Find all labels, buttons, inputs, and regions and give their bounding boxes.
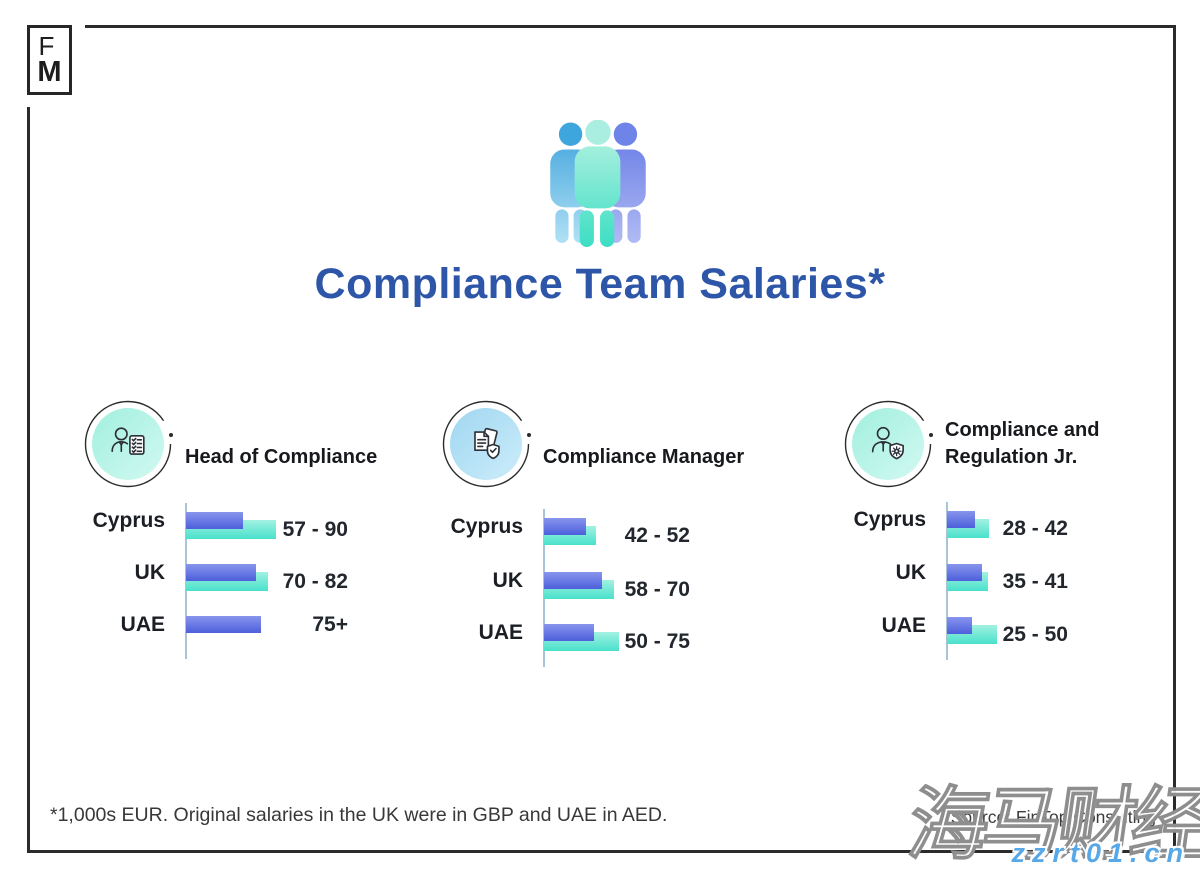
group-title: Compliance and Regulation Jr. — [945, 417, 1099, 471]
country-label: UAE — [120, 613, 165, 636]
salary-range-label: 25 - 50 — [1002, 623, 1068, 646]
bar-range-low — [947, 511, 975, 528]
country-label: UK — [492, 569, 523, 592]
badge-arc-icon — [84, 400, 173, 488]
salary-range-label: 28 - 42 — [1002, 517, 1068, 540]
country-label: Cyprus — [450, 515, 523, 538]
salary-range-label: 75+ — [312, 613, 348, 636]
country-label: UK — [895, 561, 926, 584]
group-title-line: Head of Compliance — [185, 446, 378, 468]
frame-bottom — [27, 850, 1176, 853]
group-title: Compliance Manager — [543, 444, 744, 471]
watermark-site: zzrt01.cn — [1011, 838, 1190, 868]
bar-range-low — [186, 564, 256, 581]
bar-range-low — [544, 624, 594, 641]
group-title-line: Compliance Manager — [543, 446, 745, 468]
logo-letter-f: F — [38, 30, 55, 61]
role-badge — [852, 408, 924, 480]
badge-arc-icon — [442, 400, 531, 488]
documents-shield-icon — [474, 427, 500, 460]
country-label: UAE — [881, 614, 926, 637]
salary-range-label: 57 - 90 — [282, 518, 348, 541]
salary-range-label: 50 - 75 — [624, 630, 690, 653]
source-credit: Source: FinTop Consulting — [950, 807, 1156, 827]
bar-range-low — [947, 564, 982, 581]
logo-letter-m: M — [37, 55, 62, 88]
group-title-line: Compliance and — [945, 419, 1100, 441]
group-title: Head of Compliance — [185, 444, 377, 471]
salary-range-label: 42 - 52 — [624, 524, 690, 547]
bar-range-low — [947, 617, 972, 634]
frame-right — [1173, 25, 1176, 853]
salary-range-label: 70 - 82 — [282, 570, 348, 593]
badge-arc-icon — [844, 400, 933, 488]
group-title-line: Regulation Jr. — [945, 446, 1078, 468]
salary-range-label: 58 - 70 — [624, 578, 690, 601]
country-label: UK — [134, 561, 165, 584]
frame-top — [85, 25, 1176, 28]
country-label: UAE — [478, 621, 523, 644]
salary-range-label: 35 - 41 — [1002, 570, 1068, 593]
fm-logo: F M — [27, 25, 72, 95]
person-shield-gear-icon — [871, 426, 904, 460]
country-label: Cyprus — [92, 509, 165, 532]
bar-range-low — [544, 518, 586, 535]
footnote: *1,000s EUR. Original salaries in the UK… — [50, 804, 668, 826]
country-label: Cyprus — [853, 508, 926, 531]
bar-range-low — [186, 616, 261, 633]
bar-range-low — [186, 512, 243, 529]
three-people-icon — [550, 120, 646, 247]
bar-range-low — [544, 572, 602, 589]
frame-left — [27, 107, 30, 850]
page-title: Compliance Team Salaries* — [314, 260, 886, 308]
person-checklist-icon — [111, 427, 145, 455]
